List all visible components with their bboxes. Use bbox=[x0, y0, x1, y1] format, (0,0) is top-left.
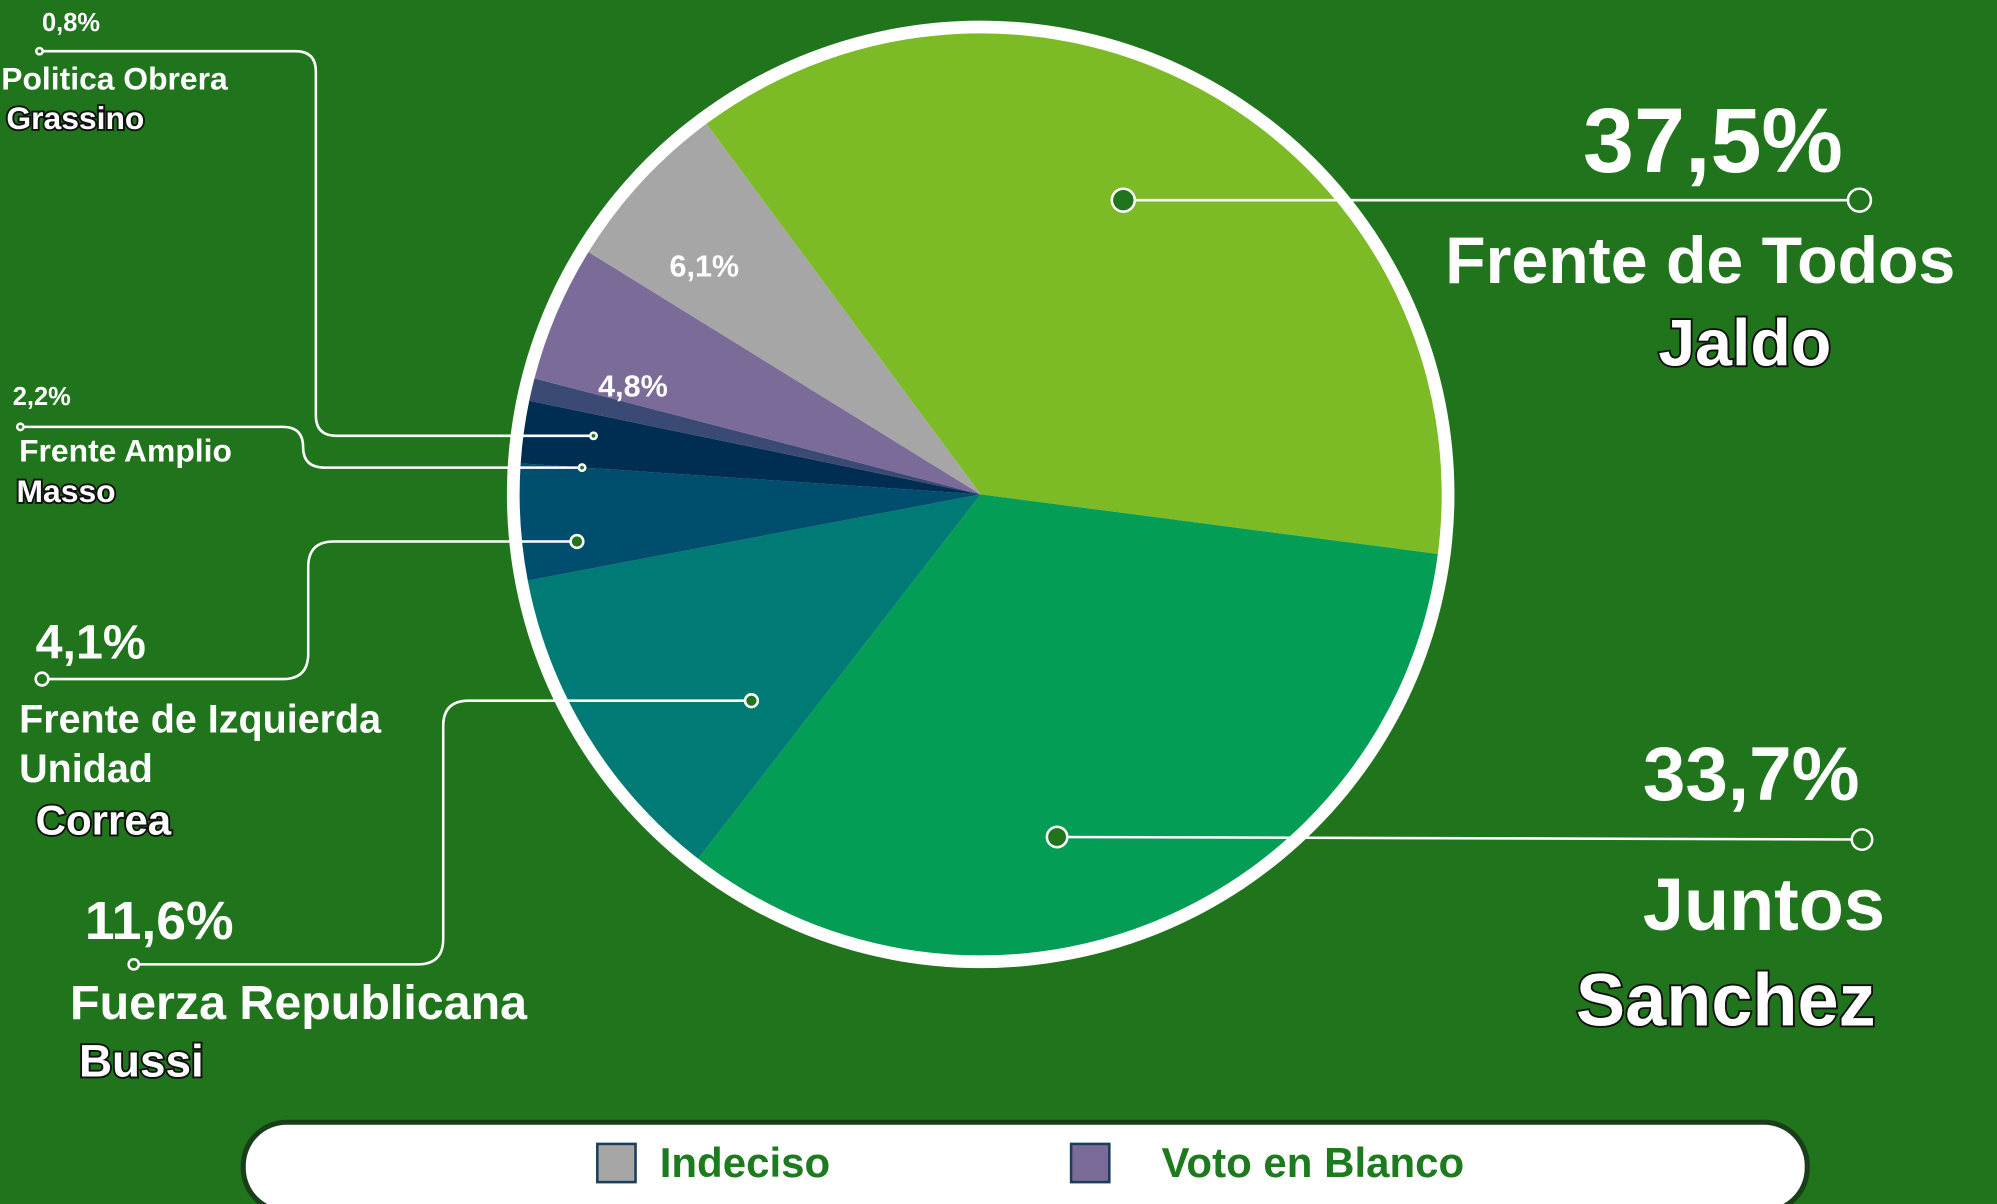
pie-slice bbox=[527, 494, 981, 859]
value-label: 4,1% bbox=[36, 616, 146, 670]
leader-dot bbox=[35, 46, 44, 56]
pie-slice bbox=[706, 33, 1442, 554]
leader-dot bbox=[1110, 187, 1137, 213]
leader-dot bbox=[127, 957, 141, 971]
value-label: 6,1% bbox=[669, 250, 739, 284]
value-label: 11,6% bbox=[85, 892, 234, 951]
candidate-label: Correa bbox=[36, 796, 172, 843]
legend-label: Indeciso bbox=[660, 1139, 830, 1186]
leader-dot bbox=[589, 431, 598, 441]
legend-swatch bbox=[596, 1142, 637, 1184]
leader-dot bbox=[1045, 825, 1069, 849]
category-label-box: Frente de Izquierda Unidad bbox=[19, 696, 382, 792]
category-label: Juntos bbox=[1643, 863, 1885, 946]
leader-dot bbox=[743, 693, 760, 709]
category-label: Frente Amplio bbox=[19, 432, 232, 468]
leader-line bbox=[1057, 835, 1863, 841]
pie-slice bbox=[520, 400, 981, 495]
pie-slice bbox=[519, 463, 981, 581]
pie-slice bbox=[588, 123, 981, 495]
leader-line bbox=[20, 425, 583, 469]
legend-box bbox=[240, 1119, 1810, 1204]
pie-slice bbox=[534, 252, 981, 495]
candidate-label: Jaldo bbox=[1658, 307, 1831, 381]
value-label: 37,5% bbox=[1583, 90, 1843, 192]
leader-line bbox=[133, 699, 752, 966]
leader-dot bbox=[569, 533, 585, 550]
category-label: Frente de Izquierda Unidad bbox=[19, 696, 382, 792]
candidate-label: Masso bbox=[17, 473, 116, 509]
leader-dot bbox=[15, 422, 25, 432]
leader-line bbox=[42, 540, 577, 681]
pie-slice bbox=[529, 378, 981, 495]
candidate-label: Bussi bbox=[79, 1035, 204, 1086]
candidate-label: Grassino bbox=[6, 100, 144, 136]
leader-dot bbox=[577, 463, 587, 473]
legend-swatch bbox=[1069, 1142, 1111, 1184]
leader-line bbox=[39, 49, 594, 438]
leader-dot bbox=[1846, 187, 1873, 213]
value-label: 2,2% bbox=[13, 383, 71, 411]
value-label: 0,8% bbox=[42, 9, 100, 37]
leader-dot bbox=[1850, 828, 1874, 851]
leader-dot bbox=[34, 671, 50, 687]
category-label: Fuerza Republicana bbox=[70, 976, 528, 1030]
value-label: 4,8% bbox=[598, 369, 668, 403]
category-label: Politica Obrera bbox=[1, 60, 228, 96]
category-label: Frente de Todos bbox=[1445, 224, 1955, 298]
candidate-label: Sanchez bbox=[1576, 958, 1876, 1041]
value-label: 33,7% bbox=[1643, 732, 1860, 817]
pie-slice bbox=[698, 494, 1438, 956]
legend-label: Voto en Blanco bbox=[1162, 1139, 1465, 1186]
